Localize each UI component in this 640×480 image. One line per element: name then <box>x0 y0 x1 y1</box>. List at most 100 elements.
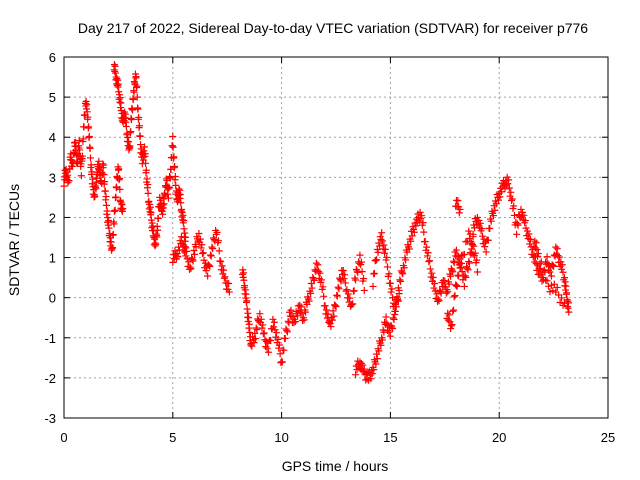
data-point <box>278 358 286 366</box>
data-point <box>179 246 187 254</box>
data-point <box>218 262 226 270</box>
data-point <box>225 288 233 296</box>
data-point <box>130 88 138 96</box>
data-point <box>76 146 84 154</box>
data-point <box>103 207 111 215</box>
data-point <box>508 196 516 204</box>
data-point <box>382 313 390 321</box>
data-point <box>455 209 463 217</box>
data-point <box>214 237 222 245</box>
data-point <box>389 325 397 333</box>
data-point <box>540 266 548 274</box>
data-point <box>107 238 115 246</box>
data-point <box>284 317 292 325</box>
data-point <box>159 204 167 212</box>
data-point <box>352 265 360 273</box>
data-point <box>436 288 444 296</box>
data-point <box>456 205 464 213</box>
data-point <box>367 375 375 383</box>
data-point <box>242 290 250 298</box>
data-point <box>543 277 551 285</box>
data-point <box>273 329 281 337</box>
data-point <box>188 256 196 264</box>
data-point <box>513 220 521 228</box>
data-point <box>274 335 282 343</box>
data-point <box>116 185 124 193</box>
data-point <box>563 296 571 304</box>
data-point <box>257 315 265 323</box>
data-point <box>390 315 398 323</box>
data-point <box>110 220 118 228</box>
data-point <box>209 234 217 242</box>
data-point <box>298 310 306 318</box>
data-point <box>525 230 533 238</box>
data-point <box>134 105 142 113</box>
data-point <box>389 294 397 302</box>
data-point <box>553 284 561 292</box>
y-tick-label: 5 <box>49 90 56 105</box>
data-point <box>378 229 386 237</box>
data-point <box>109 231 117 239</box>
data-point <box>412 222 420 230</box>
data-point <box>380 241 388 249</box>
data-point <box>391 307 399 315</box>
data-point <box>388 285 396 293</box>
data-point <box>501 185 509 193</box>
data-point <box>357 258 365 266</box>
data-point <box>469 230 477 238</box>
data-point <box>133 82 141 90</box>
data-point <box>183 247 191 255</box>
data-point <box>356 251 364 259</box>
data-point <box>83 108 91 116</box>
data-point <box>183 255 191 263</box>
data-point <box>416 208 424 216</box>
data-point <box>385 270 393 278</box>
data-point <box>463 264 471 272</box>
data-point <box>452 246 460 254</box>
data-point <box>387 288 395 296</box>
data-point <box>309 273 317 281</box>
x-tick-label: 10 <box>274 430 288 445</box>
x-tick-label: 15 <box>383 430 397 445</box>
data-point <box>383 327 391 335</box>
data-point <box>165 184 173 192</box>
data-point <box>507 188 515 196</box>
data-point <box>269 315 277 323</box>
data-point <box>65 177 73 185</box>
data-point <box>426 257 434 265</box>
data-point <box>383 263 391 271</box>
data-point <box>460 282 468 290</box>
y-tick-label: -3 <box>44 411 56 426</box>
data-point <box>450 257 458 265</box>
data-point <box>259 321 267 329</box>
data-point <box>174 252 182 260</box>
data-point <box>143 175 151 183</box>
data-point <box>340 275 348 283</box>
data-point <box>491 206 499 214</box>
data-point <box>396 276 404 284</box>
data-point <box>481 243 489 251</box>
data-point <box>126 142 134 150</box>
data-point <box>127 116 135 124</box>
data-point <box>281 334 289 342</box>
data-point <box>473 213 481 221</box>
data-point <box>86 154 94 162</box>
data-point <box>325 318 333 326</box>
data-point <box>423 252 431 260</box>
data-point <box>307 289 315 297</box>
data-point <box>101 187 109 195</box>
data-point <box>186 263 194 271</box>
data-point <box>482 248 490 256</box>
data-point <box>455 261 463 269</box>
data-point <box>316 269 324 277</box>
y-tick-label: -1 <box>44 331 56 346</box>
data-point <box>513 230 521 238</box>
y-tick-label: 3 <box>49 170 56 185</box>
y-tick-label: -2 <box>44 371 56 386</box>
data-point <box>460 250 468 258</box>
data-point <box>315 268 323 276</box>
data-point <box>243 305 251 313</box>
data-point <box>484 236 492 244</box>
data-point <box>111 206 119 214</box>
data-point <box>111 62 119 70</box>
